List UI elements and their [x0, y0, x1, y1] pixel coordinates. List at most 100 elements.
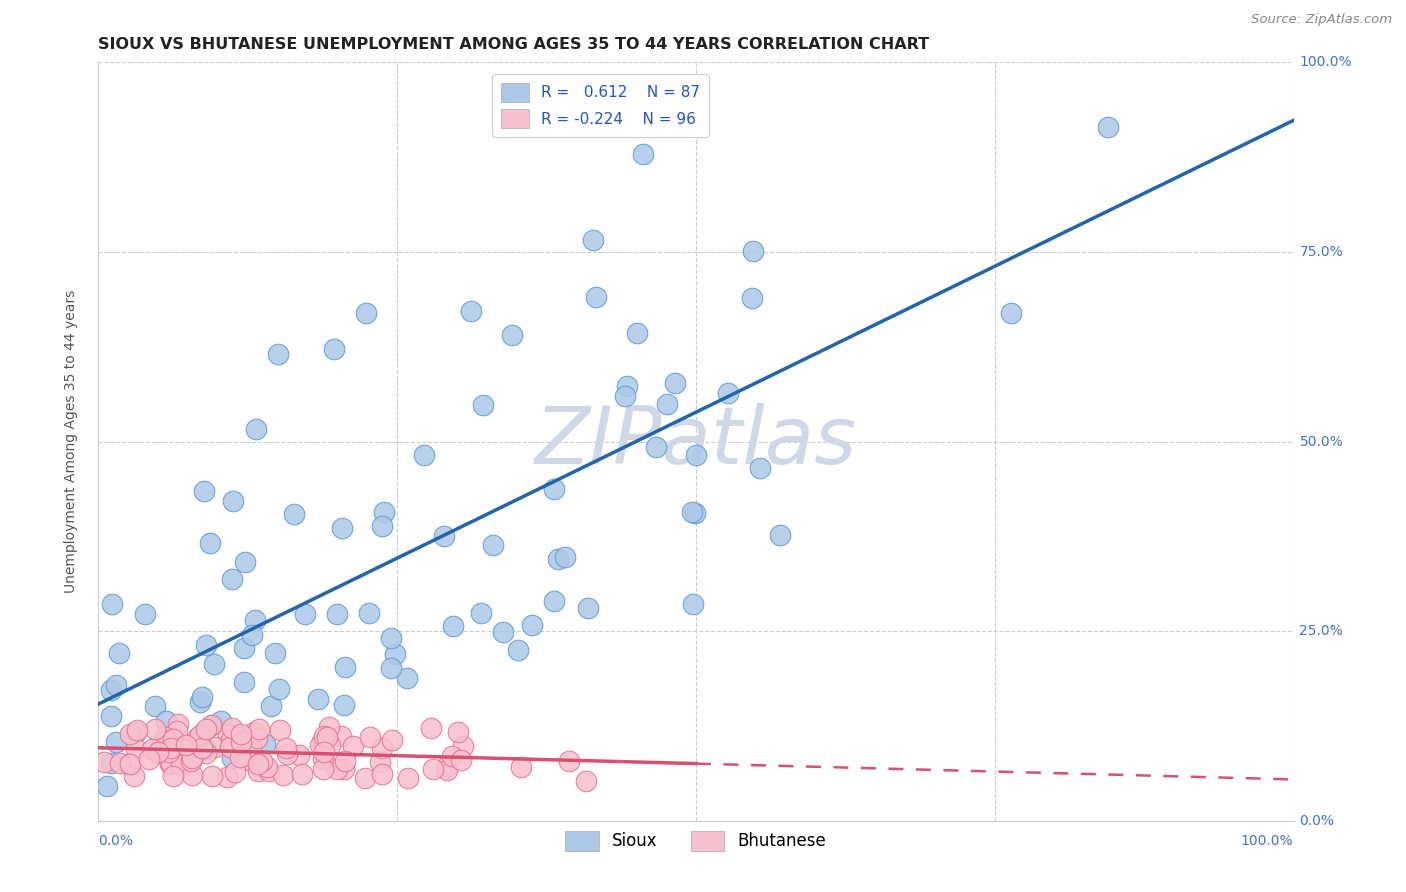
- Point: [575, 774, 598, 789]
- Point: [326, 762, 349, 776]
- Point: [204, 740, 226, 755]
- Point: [396, 771, 419, 785]
- Point: [170, 741, 193, 756]
- Point: [543, 482, 565, 496]
- Point: [160, 741, 183, 756]
- Point: [122, 769, 145, 783]
- Point: [180, 768, 202, 782]
- Point: [233, 641, 256, 656]
- Point: [547, 551, 569, 566]
- Point: [276, 747, 298, 761]
- Text: 0.0%: 0.0%: [1299, 814, 1334, 828]
- Point: [323, 343, 346, 357]
- Point: [585, 290, 607, 304]
- Point: [233, 555, 256, 569]
- Point: [655, 397, 678, 411]
- Text: 0.0%: 0.0%: [98, 834, 134, 848]
- Point: [294, 607, 316, 621]
- Point: [219, 732, 242, 747]
- Point: [384, 647, 406, 661]
- Text: Source: ZipAtlas.com: Source: ZipAtlas.com: [1251, 13, 1392, 27]
- Point: [93, 756, 115, 770]
- Point: [271, 768, 294, 782]
- Point: [108, 646, 131, 660]
- Point: [501, 327, 523, 342]
- Point: [200, 718, 222, 732]
- Point: [221, 572, 243, 586]
- Point: [436, 759, 458, 773]
- Point: [420, 722, 443, 736]
- Point: [380, 660, 402, 674]
- Point: [381, 733, 404, 747]
- Point: [201, 769, 224, 783]
- Point: [221, 721, 243, 735]
- Legend: Sioux, Bhutanese: Sioux, Bhutanese: [558, 824, 834, 858]
- Point: [291, 766, 314, 780]
- Point: [309, 738, 332, 752]
- Point: [412, 448, 434, 462]
- Point: [187, 730, 209, 744]
- Point: [685, 448, 707, 462]
- Point: [149, 739, 172, 753]
- Point: [155, 734, 177, 748]
- Point: [274, 740, 297, 755]
- Point: [155, 714, 177, 729]
- Point: [221, 751, 243, 765]
- Point: [616, 379, 638, 393]
- Point: [332, 762, 354, 776]
- Point: [576, 601, 599, 615]
- Point: [741, 292, 763, 306]
- Point: [195, 638, 218, 652]
- Point: [554, 549, 576, 564]
- Point: [240, 628, 263, 642]
- Point: [143, 698, 166, 713]
- Point: [118, 726, 141, 740]
- Point: [1000, 306, 1022, 320]
- Point: [215, 770, 238, 784]
- Point: [354, 306, 377, 320]
- Point: [125, 741, 148, 756]
- Point: [127, 723, 149, 737]
- Point: [209, 714, 232, 728]
- Point: [235, 753, 257, 767]
- Point: [245, 422, 267, 436]
- Point: [247, 722, 270, 736]
- Point: [125, 724, 148, 739]
- Point: [330, 729, 353, 743]
- Point: [195, 746, 218, 760]
- Point: [441, 619, 464, 633]
- Point: [509, 760, 531, 774]
- Point: [162, 769, 184, 783]
- Point: [681, 505, 703, 519]
- Point: [170, 758, 193, 772]
- Point: [266, 347, 288, 361]
- Point: [325, 607, 347, 622]
- Point: [141, 742, 163, 756]
- Point: [202, 657, 225, 672]
- Point: [100, 709, 122, 723]
- Point: [447, 725, 470, 739]
- Point: [256, 760, 278, 774]
- Point: [613, 389, 636, 403]
- Point: [134, 607, 156, 621]
- Point: [330, 520, 353, 534]
- Text: 75.0%: 75.0%: [1299, 245, 1343, 259]
- Point: [218, 740, 240, 755]
- Point: [96, 779, 118, 793]
- Point: [436, 763, 458, 777]
- Point: [247, 757, 270, 772]
- Point: [191, 740, 214, 755]
- Point: [245, 613, 267, 627]
- Point: [198, 535, 221, 549]
- Point: [108, 756, 131, 771]
- Point: [157, 745, 180, 759]
- Point: [138, 752, 160, 766]
- Point: [229, 749, 252, 764]
- Point: [481, 538, 503, 552]
- Point: [288, 748, 311, 763]
- Point: [246, 731, 269, 745]
- Point: [222, 493, 245, 508]
- Point: [188, 728, 211, 742]
- Point: [492, 625, 515, 640]
- Point: [167, 717, 190, 731]
